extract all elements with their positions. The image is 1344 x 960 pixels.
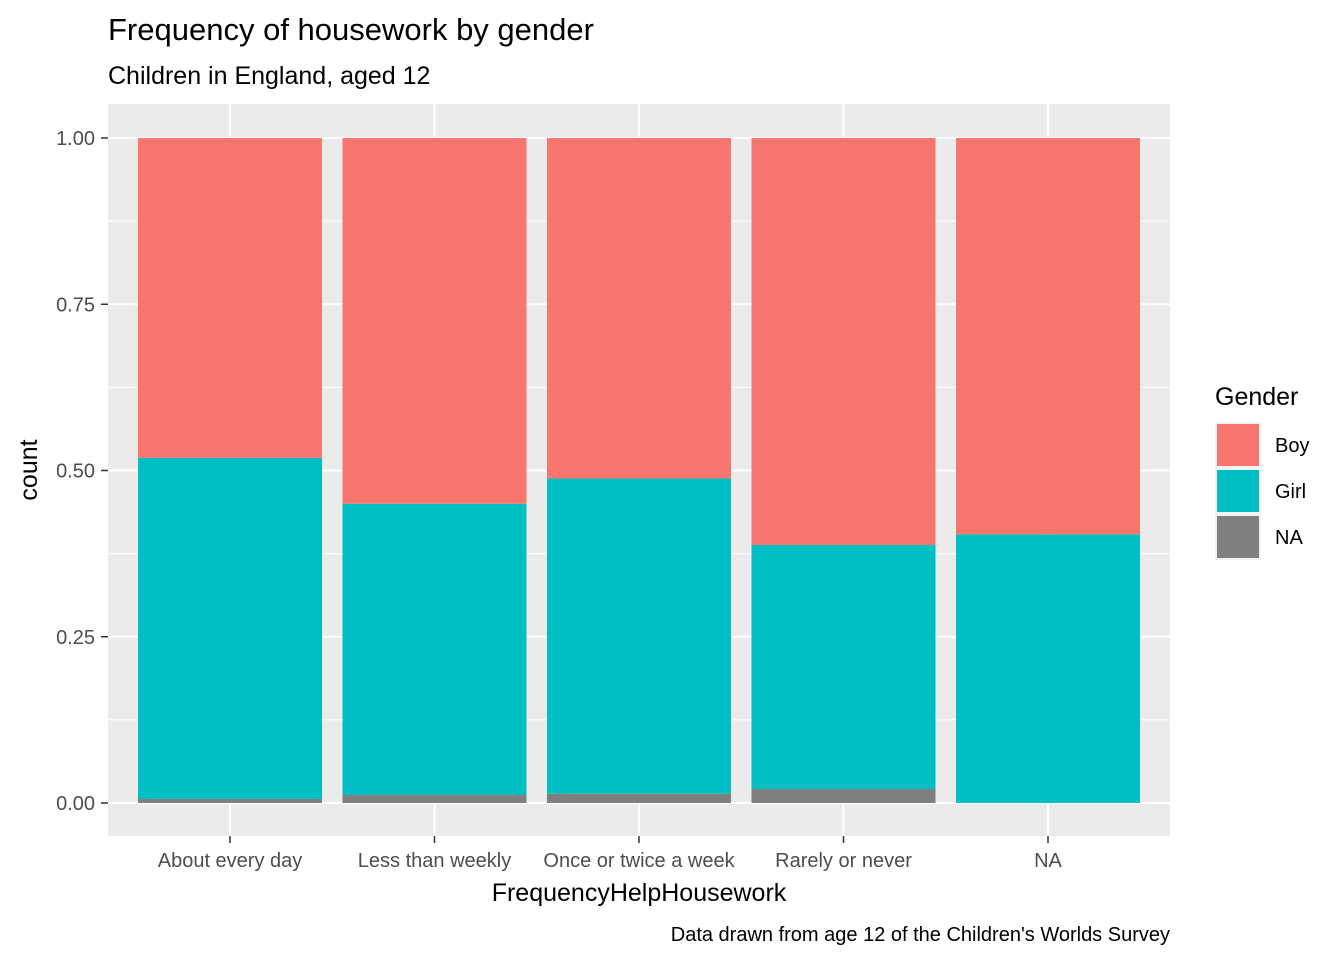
bar-segment-boy-0	[138, 138, 322, 458]
bar-segment-boy-1	[342, 138, 527, 504]
legend-key-girl	[1217, 470, 1259, 512]
x-tick-label: Rarely or never	[775, 850, 912, 872]
y-tick-label: 1.00	[56, 128, 95, 150]
bar-segment-boy-2	[547, 138, 731, 479]
bar-segment-girl-3	[751, 544, 936, 790]
chart-caption: Data drawn from age 12 of the Children's…	[671, 924, 1170, 946]
x-axis-title: FrequencyHelpHousework	[492, 879, 787, 907]
bar-segment-girl-0	[138, 457, 322, 800]
bar-segment-girl-4	[956, 534, 1140, 803]
bar-segment-na-1	[342, 795, 527, 803]
legend-label-girl: Girl	[1275, 481, 1306, 503]
y-tick-label: 0.00	[56, 793, 95, 815]
bar-segment-girl-1	[342, 503, 527, 796]
legend-title: Gender	[1215, 383, 1298, 411]
chart-title: Frequency of housework by gender	[108, 12, 594, 47]
bar-segment-na-2	[547, 793, 731, 803]
bars	[138, 138, 1140, 803]
y-tick-label: 0.75	[56, 294, 95, 316]
y-axis-title: count	[15, 439, 43, 500]
bar-segment-boy-3	[751, 138, 936, 545]
legend-label-boy: Boy	[1275, 435, 1309, 457]
legend-key-boy	[1217, 424, 1259, 466]
bar-segment-girl-2	[547, 478, 731, 794]
legend-label-na: NA	[1275, 527, 1303, 549]
x-tick-label: NA	[1034, 850, 1062, 872]
y-axis: 0.00 0.25 0.50 0.75 1.00	[56, 128, 108, 815]
legend-key-na	[1217, 516, 1259, 558]
x-tick-label: About every day	[158, 850, 303, 872]
legend: Boy Girl NA	[1215, 422, 1309, 560]
chart-subtitle: Children in England, aged 12	[108, 62, 430, 90]
x-tick-label: Less than weekly	[358, 850, 511, 872]
bar-segment-boy-4	[956, 138, 1140, 535]
y-tick-label: 0.25	[56, 627, 95, 649]
y-tick-label: 0.50	[56, 461, 95, 483]
x-tick-label: Once or twice a week	[543, 850, 735, 872]
bar-segment-na-0	[138, 799, 322, 803]
x-axis: About every day Less than weekly Once or t…	[158, 836, 1063, 872]
bar-segment-na-3	[751, 789, 936, 803]
